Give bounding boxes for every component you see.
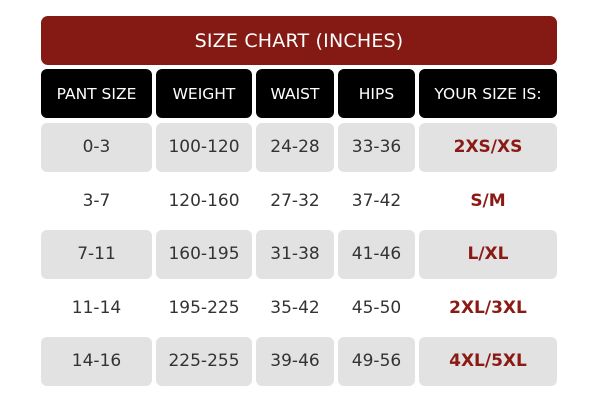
cell-hips: 49-56 <box>338 336 415 386</box>
cell-waist: 39-46 <box>256 336 334 386</box>
cell-hips: 33-36 <box>338 122 415 172</box>
header-weight: WEIGHT <box>156 69 252 118</box>
cell-pant-size: 7-11 <box>41 229 152 279</box>
chart-title: SIZE CHART (INCHES) <box>41 16 557 65</box>
cell-your-size: S/M <box>470 190 506 211</box>
cell-hips: 41-46 <box>338 229 415 279</box>
cell-weight: 100-120 <box>156 122 252 172</box>
cell-your-size: 4XL/5XL <box>419 336 557 386</box>
cell-your-size: 2XL/3XL <box>449 297 527 318</box>
cell-pant-size: 0-3 <box>41 122 152 172</box>
header-your-size: YOUR SIZE IS: <box>419 69 557 118</box>
cell-weight: 195-225 <box>168 297 240 318</box>
header-pant-size: PANT SIZE <box>41 69 152 118</box>
cell-weight: 120-160 <box>168 190 240 211</box>
cell-waist: 31-38 <box>256 229 334 279</box>
cell-waist: 35-42 <box>270 297 320 318</box>
cell-pant-size: 14-16 <box>41 336 152 386</box>
cell-weight: 160-195 <box>156 229 252 279</box>
header-waist: WAIST <box>256 69 334 118</box>
cell-hips: 37-42 <box>351 190 402 211</box>
cell-hips: 45-50 <box>351 297 402 318</box>
cell-pant-size: 3-7 <box>82 190 111 211</box>
header-hips: HIPS <box>338 69 415 118</box>
cell-waist: 24-28 <box>256 122 334 172</box>
cell-weight: 225-255 <box>156 336 252 386</box>
size-table: PANT SIZE WEIGHT WAIST HIPS YOUR SIZE IS: 0-3… <box>41 69 557 386</box>
cell-pant-size: 11-14 <box>71 297 122 318</box>
cell-your-size: L/XL <box>419 229 557 279</box>
cell-your-size: 2XS/XS <box>419 122 557 172</box>
cell-waist: 27-32 <box>270 190 320 211</box>
